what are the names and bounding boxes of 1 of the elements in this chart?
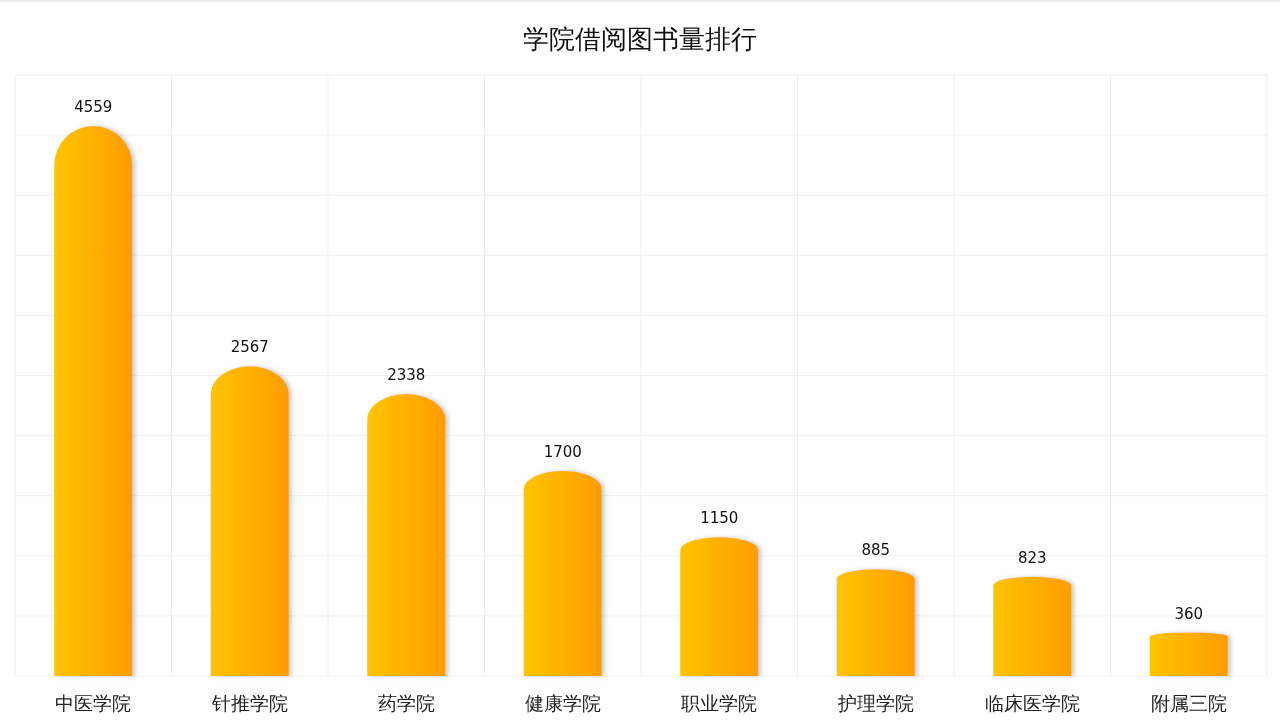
title: 学院借阅图书量排行 (523, 24, 757, 54)
